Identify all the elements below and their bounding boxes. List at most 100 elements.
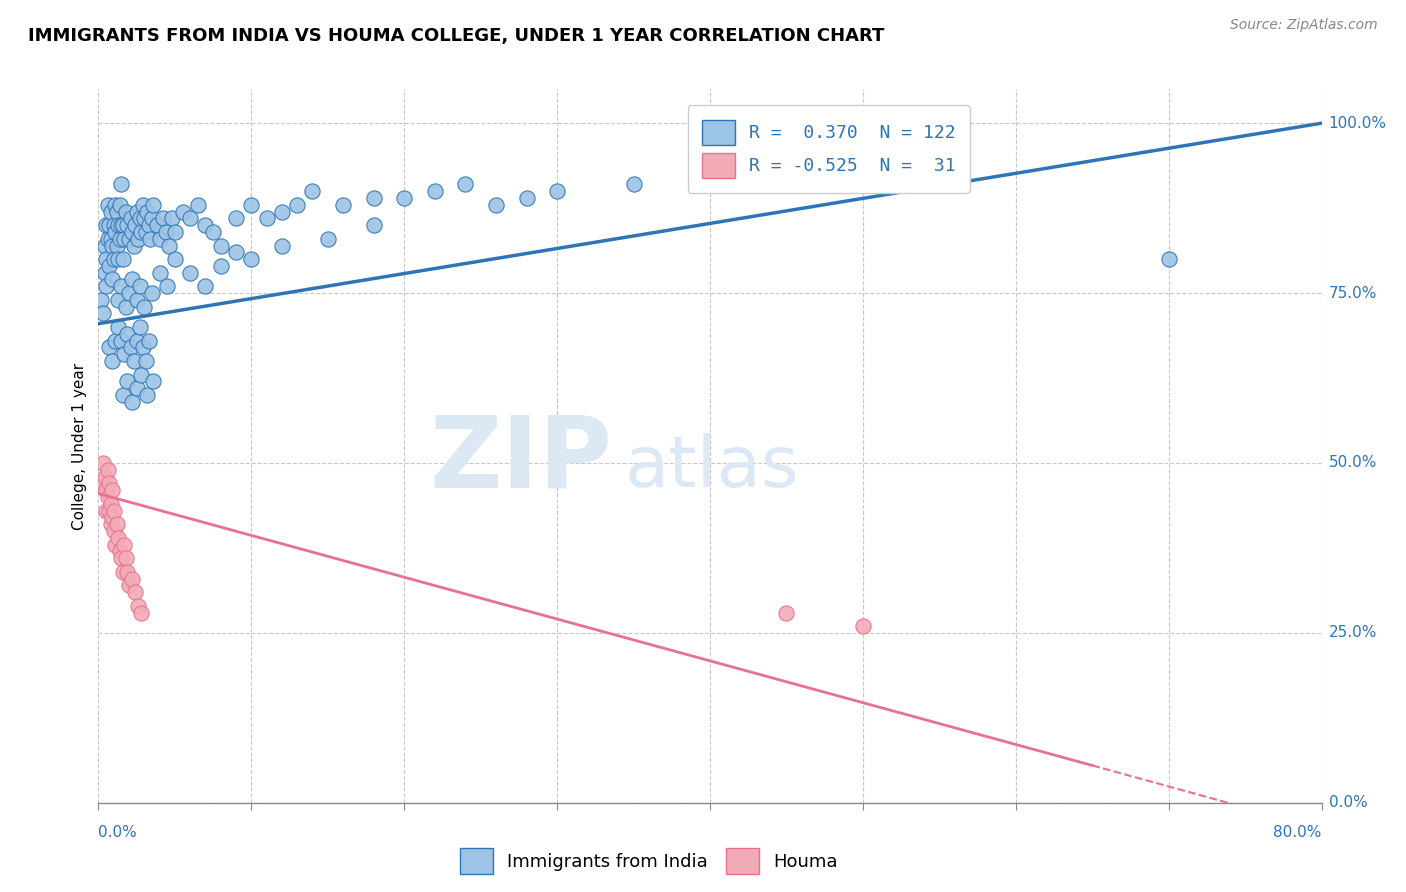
Text: IMMIGRANTS FROM INDIA VS HOUMA COLLEGE, UNDER 1 YEAR CORRELATION CHART: IMMIGRANTS FROM INDIA VS HOUMA COLLEGE, … <box>28 27 884 45</box>
Point <box>179 211 201 226</box>
Point <box>125 334 148 348</box>
Point <box>101 272 124 286</box>
Point <box>117 375 139 389</box>
Point <box>129 225 152 239</box>
Point <box>187 198 209 212</box>
Point <box>100 232 122 246</box>
Point <box>363 218 385 232</box>
Point <box>103 524 125 538</box>
Text: 0.0%: 0.0% <box>1329 796 1368 810</box>
Point <box>316 232 339 246</box>
Point <box>107 320 129 334</box>
Point <box>111 218 134 232</box>
Point <box>623 178 645 192</box>
Point <box>157 238 180 252</box>
Point <box>121 225 143 239</box>
Point <box>124 585 146 599</box>
Point <box>105 238 128 252</box>
Point <box>134 300 156 314</box>
Point <box>103 218 125 232</box>
Point <box>172 204 194 219</box>
Point <box>775 170 797 185</box>
Point <box>97 232 120 246</box>
Point <box>516 191 538 205</box>
Point <box>145 218 167 232</box>
Y-axis label: College, Under 1 year: College, Under 1 year <box>72 362 87 530</box>
Point <box>301 184 323 198</box>
Point <box>194 279 217 293</box>
Point <box>101 238 124 252</box>
Point <box>111 388 134 402</box>
Point <box>118 578 141 592</box>
Point <box>852 619 875 633</box>
Point <box>454 178 477 192</box>
Point <box>138 218 160 232</box>
Point <box>138 334 160 348</box>
Point <box>110 551 132 566</box>
Point <box>125 381 148 395</box>
Point <box>225 211 247 226</box>
Point <box>128 320 150 334</box>
Point <box>270 204 292 219</box>
Point <box>112 347 135 361</box>
Point <box>156 279 179 293</box>
Point <box>135 225 157 239</box>
Point <box>107 252 129 266</box>
Point <box>122 238 145 252</box>
Point <box>202 225 225 239</box>
Point <box>775 606 797 620</box>
Point <box>117 326 139 341</box>
Point <box>104 334 127 348</box>
Point <box>98 259 121 273</box>
Point <box>142 375 165 389</box>
Point <box>104 537 127 551</box>
Point <box>108 544 131 558</box>
Point <box>101 510 124 524</box>
Point <box>112 232 135 246</box>
Legend: Immigrants from India, Houma: Immigrants from India, Houma <box>447 836 851 887</box>
Point <box>135 354 157 368</box>
Text: atlas: atlas <box>624 433 799 502</box>
Point <box>120 211 142 226</box>
Point <box>163 225 186 239</box>
Point <box>98 503 121 517</box>
Point <box>225 245 247 260</box>
Point <box>107 293 129 307</box>
Point <box>105 517 128 532</box>
Point <box>105 204 128 219</box>
Point <box>118 232 141 246</box>
Point <box>112 537 135 551</box>
Point <box>149 232 172 246</box>
Point <box>97 198 120 212</box>
Point <box>91 456 114 470</box>
Point <box>134 211 156 226</box>
Text: 50.0%: 50.0% <box>1329 456 1376 470</box>
Point <box>127 599 149 613</box>
Point <box>108 198 131 212</box>
Point <box>423 184 446 198</box>
Point <box>152 211 174 226</box>
Point <box>125 293 148 307</box>
Point <box>485 198 508 212</box>
Point <box>141 211 163 226</box>
Point <box>1157 252 1180 266</box>
Point <box>101 354 124 368</box>
Point <box>107 218 129 232</box>
Point <box>141 286 163 301</box>
Point <box>100 204 122 219</box>
Point <box>90 476 112 491</box>
Point <box>91 306 114 320</box>
Point <box>104 198 127 212</box>
Point <box>124 218 146 232</box>
Point <box>110 334 132 348</box>
Point <box>122 354 145 368</box>
Point <box>332 198 354 212</box>
Point <box>125 204 148 219</box>
Point <box>100 497 122 511</box>
Point <box>179 266 201 280</box>
Point <box>546 184 568 198</box>
Point <box>93 238 115 252</box>
Point <box>118 286 141 301</box>
Point <box>142 198 165 212</box>
Point <box>132 198 155 212</box>
